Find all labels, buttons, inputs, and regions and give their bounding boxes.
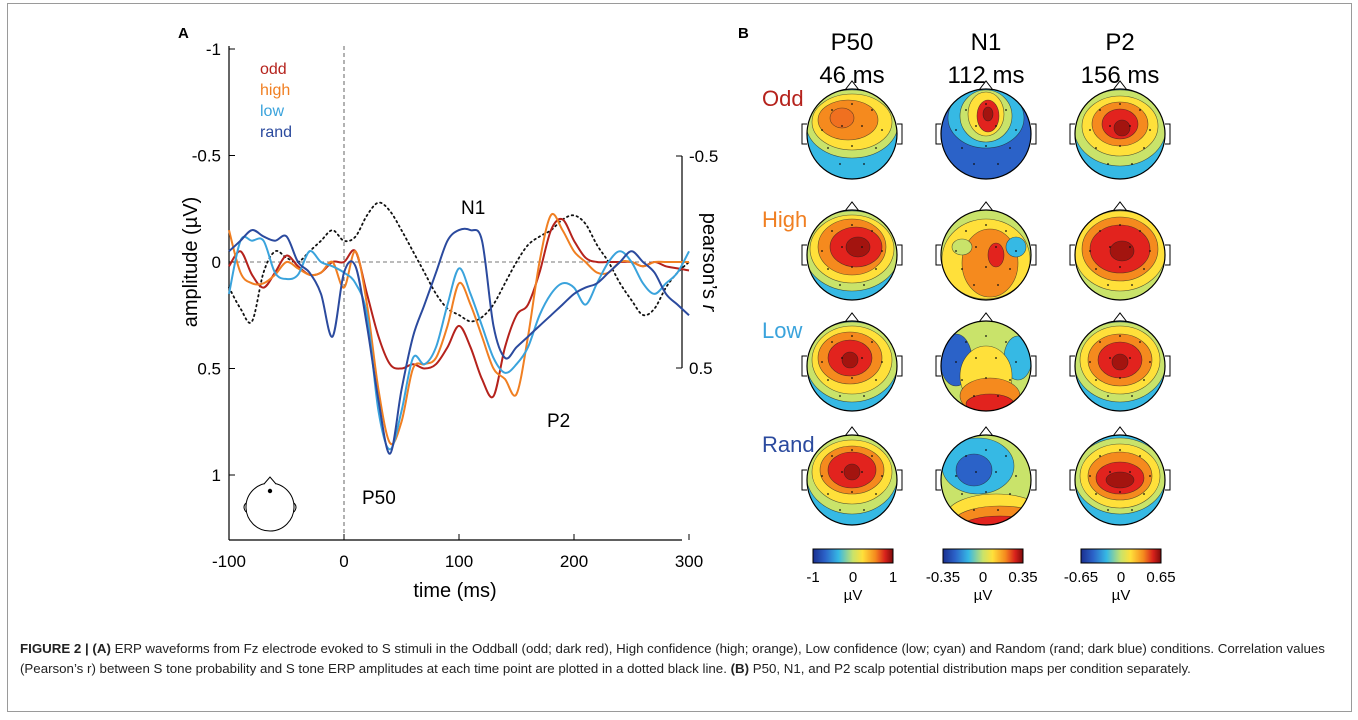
colorbar-unit: µV <box>844 587 863 604</box>
row-label-high: High <box>762 207 807 232</box>
row-label-low: Low <box>762 318 802 343</box>
row-label-odd: Odd <box>762 86 804 111</box>
r-axis-label-r: r <box>698 305 720 313</box>
legend-entry-low: low <box>260 103 284 120</box>
topomap-rand-p50 <box>802 427 902 525</box>
topomap-low-p2 <box>1070 313 1170 411</box>
x-tick-label: 0 <box>339 552 348 571</box>
colorbar-p2: -0.65 0 0.65 µV <box>1064 549 1176 604</box>
r-axis-label-text: pearson’s <box>698 213 720 305</box>
r-axis-label: pearson’s r <box>698 213 720 313</box>
topomap-high-p2 <box>1070 202 1170 300</box>
series-line-odd <box>229 219 689 397</box>
colorbar-mid: 0 <box>1117 569 1125 586</box>
topomap-grid <box>802 81 1170 540</box>
colorbar-max: 1 <box>889 569 897 586</box>
caption-text-b: P50, N1, and P2 scalp potential distribu… <box>749 661 1191 676</box>
y-tick-label: -1 <box>206 40 221 59</box>
colorbar-max: 0.65 <box>1146 569 1175 586</box>
series-line-high <box>229 214 689 444</box>
column-header-name: P50 <box>831 29 874 56</box>
caption-lead: FIGURE 2 | (A) <box>20 641 111 656</box>
y-axis-label: amplitude (µV) <box>180 197 202 327</box>
y-tick-label: 0 <box>212 253 221 272</box>
topomap-rand-p2 <box>1070 427 1170 525</box>
peak-label-p50: P50 <box>362 488 396 509</box>
legend-entry-odd: odd <box>260 61 287 78</box>
column-header-name: P2 <box>1105 29 1134 56</box>
colorbar-max: 0.35 <box>1008 569 1037 586</box>
y-tick-label: 0.5 <box>197 360 221 379</box>
colorbar-min: -0.65 <box>1064 569 1098 586</box>
topomap-high-n1 <box>936 202 1036 300</box>
x-tick-label: 200 <box>560 552 588 571</box>
column-header-name: N1 <box>971 29 1002 56</box>
topomap-odd-p2 <box>1070 81 1170 179</box>
colorbar-min: -0.35 <box>926 569 960 586</box>
colorbar-mid: 0 <box>849 569 857 586</box>
row-label-rand: Rand <box>762 432 815 457</box>
x-tick-label: 100 <box>445 552 473 571</box>
topomap-odd-p50 <box>802 81 902 179</box>
legend-entry-rand: rand <box>260 124 292 141</box>
figure-caption: FIGURE 2 | (A) ERP waveforms from Fz ele… <box>20 639 1342 679</box>
x-axis-label: time (ms) <box>413 580 496 602</box>
panel-b-letter: B <box>738 25 749 42</box>
legend: odd high low rand <box>260 61 292 141</box>
topomap-low-n1 <box>936 313 1036 414</box>
colorbar-min: -1 <box>806 569 819 586</box>
panel-a-letter: A <box>178 25 189 42</box>
figure-canvas: A -1-0.500.51 -100 0 100 200 300 -0.50.5 amp… <box>0 0 1358 620</box>
colorbars: -1 0 1 µV -0.35 0 0.35 µV -0.65 0 0.65 µV <box>806 549 1175 604</box>
x-tick-label: 300 <box>675 552 703 571</box>
r-tick-label: -0.5 <box>689 147 718 166</box>
peak-label-n1: N1 <box>461 198 485 219</box>
head-electrode-icon <box>244 477 296 531</box>
topomap-odd-n1 <box>936 81 1036 179</box>
colorbar-unit: µV <box>974 587 993 604</box>
x-tick-label: -100 <box>212 552 246 571</box>
y-tick-label: 1 <box>212 466 221 485</box>
caption-b-label: (B) <box>731 661 749 676</box>
r-tick-label: 0.5 <box>689 359 713 378</box>
series-line-rand <box>229 229 689 454</box>
y-tick-label: -0.5 <box>192 147 221 166</box>
colorbar-mid: 0 <box>979 569 987 586</box>
topomap-rand-n1 <box>936 427 1046 540</box>
colorbar-p50: -1 0 1 µV <box>806 549 897 604</box>
waveform-series <box>229 203 689 454</box>
topomap-low-p50 <box>802 313 902 411</box>
colorbar-unit: µV <box>1112 587 1131 604</box>
legend-entry-high: high <box>260 82 290 99</box>
topomap-high-p50 <box>802 202 902 300</box>
peak-label-p2: P2 <box>547 411 570 432</box>
colorbar-n1: -0.35 0 0.35 µV <box>926 549 1038 604</box>
